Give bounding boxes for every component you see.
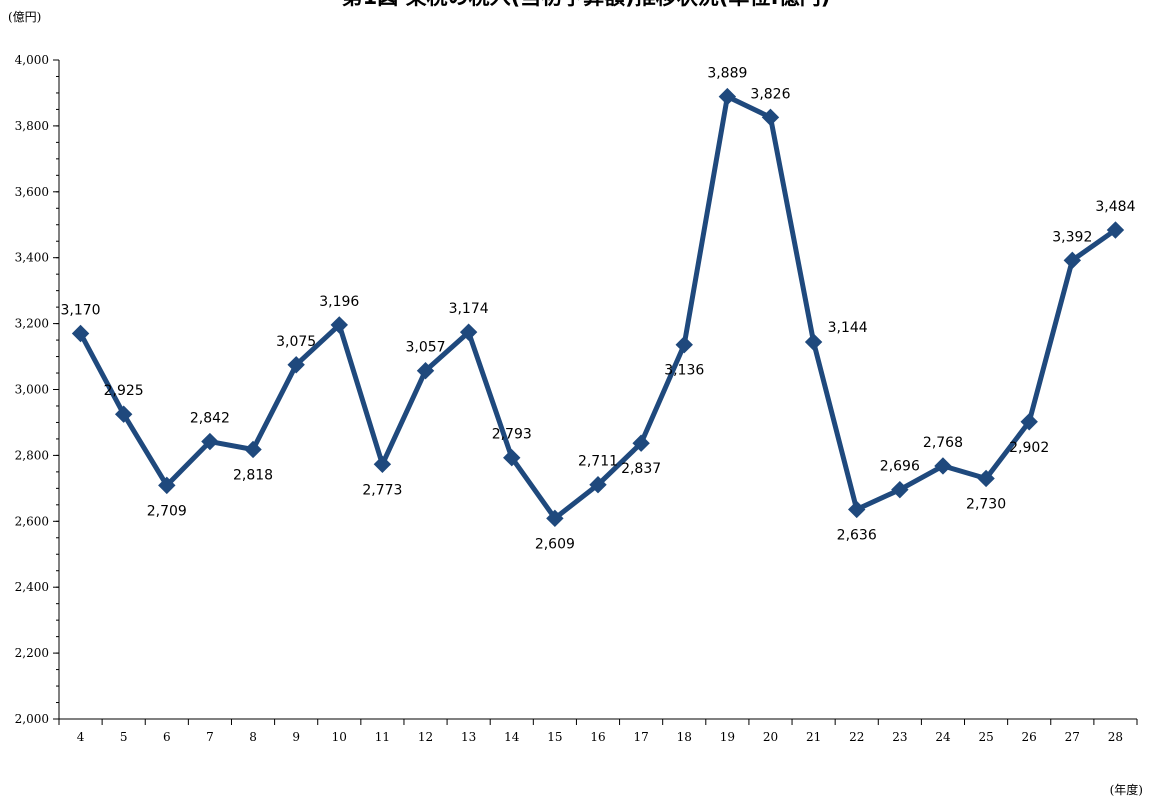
data-label: 3,392	[1052, 229, 1092, 245]
x-tick-label: 17	[633, 730, 648, 744]
data-point	[71, 324, 90, 343]
data-label: 2,837	[621, 461, 661, 477]
data-label: 3,196	[319, 294, 359, 310]
chart-title: 第1図 東税の税入(当初予算額)推移状況(単位:億円)	[342, 0, 831, 9]
data-label: 2,773	[362, 482, 402, 498]
x-tick-label: 23	[892, 730, 907, 744]
x-tick-label: 18	[677, 730, 692, 744]
x-tick-label: 24	[935, 730, 951, 744]
y-tick-label: 4,000	[15, 53, 49, 67]
data-label: 2,902	[1009, 440, 1049, 456]
y-tick-label: 3,800	[15, 119, 49, 133]
data-label: 3,136	[664, 363, 704, 379]
y-axis-ticks: 2,000 2,200 2,400 2,600 2,800 3,000 3,200 3,400…	[15, 53, 59, 726]
data-point	[158, 476, 176, 495]
data-label: 2,711	[578, 454, 618, 470]
x-tick-label: 27	[1065, 730, 1080, 744]
data-point	[330, 316, 348, 334]
data-point	[287, 356, 305, 374]
x-tick-label: 13	[461, 730, 476, 744]
x-tick-label: 28	[1108, 730, 1123, 744]
data-point	[459, 323, 478, 341]
data-labels: 3,170 2,925 2,709 2,842 2,818 3,075 3,196 2,773…	[61, 66, 1136, 553]
data-point	[1063, 251, 1082, 270]
y-tick-label: 2,600	[15, 514, 49, 528]
data-label: 3,170	[61, 302, 101, 318]
data-label: 3,826	[750, 86, 790, 102]
data-label: 3,484	[1095, 199, 1135, 215]
x-tick-label: 16	[590, 730, 605, 744]
data-point	[201, 432, 219, 451]
x-tick-label: 19	[720, 730, 735, 744]
x-tick-label: 8	[249, 730, 257, 744]
x-tick-label: 10	[332, 730, 347, 744]
x-axis-ticks: 4 5 6 7 8 9 10 11 12 13 14 15 16 17 18 19 20 21 22 23 24 25 26…	[58, 719, 1138, 744]
data-label: 2,842	[190, 411, 230, 427]
y-tick-label: 3,000	[15, 383, 49, 397]
data-point	[114, 405, 133, 423]
data-label: 3,174	[449, 301, 489, 317]
data-label: 2,709	[147, 503, 187, 519]
data-point	[546, 509, 564, 528]
x-tick-label: 7	[206, 730, 214, 744]
data-label: 3,889	[707, 66, 747, 82]
data-point	[1020, 413, 1038, 431]
x-tick-label: 6	[163, 730, 171, 744]
data-label: 2,696	[880, 459, 920, 475]
x-tick-label: 14	[504, 730, 520, 744]
data-point	[373, 455, 392, 474]
x-tick-label: 20	[763, 730, 778, 744]
x-tick-label: 25	[978, 730, 993, 744]
data-point	[848, 500, 866, 519]
data-label: 3,144	[828, 320, 868, 336]
data-point	[244, 440, 262, 459]
data-label: 3,057	[405, 340, 445, 356]
x-tick-label: 5	[120, 730, 128, 744]
data-point	[589, 476, 607, 494]
data-point	[416, 362, 435, 380]
data-point	[804, 333, 823, 351]
data-label: 2,818	[233, 467, 273, 483]
y-tick-label: 3,600	[15, 185, 49, 199]
data-label: 3,075	[276, 334, 316, 350]
x-tick-label: 21	[806, 730, 821, 744]
y-tick-label: 3,400	[15, 251, 49, 265]
y-tick-label: 2,000	[15, 712, 49, 726]
y-tick-label: 2,200	[15, 646, 49, 660]
data-point	[891, 480, 909, 499]
data-label: 2,609	[535, 536, 575, 552]
x-tick-label: 22	[849, 730, 864, 744]
data-point	[632, 434, 650, 452]
x-tick-label: 12	[418, 730, 433, 744]
axes	[58, 60, 1137, 720]
data-label: 2,636	[837, 527, 877, 543]
data-point	[761, 108, 780, 127]
x-axis-unit: (年度)	[1110, 782, 1143, 797]
x-tick-label: 9	[292, 730, 300, 744]
y-tick-label: 2,400	[15, 580, 49, 594]
data-label: 2,768	[923, 435, 963, 451]
data-label: 2,730	[966, 496, 1006, 512]
y-tick-label: 3,200	[15, 317, 49, 331]
data-point	[977, 469, 995, 488]
y-axis-unit: (億円)	[8, 10, 41, 24]
data-point	[718, 87, 737, 106]
data-markers	[71, 87, 1125, 528]
x-tick-label: 26	[1022, 730, 1037, 744]
y-tick-label: 2,800	[15, 448, 49, 462]
data-point	[503, 448, 521, 467]
data-point	[675, 335, 693, 354]
data-label: 2,793	[492, 427, 532, 443]
data-point	[934, 457, 952, 475]
x-tick-label: 15	[547, 730, 562, 744]
data-point	[1106, 221, 1125, 239]
x-tick-label: 11	[375, 730, 390, 744]
data-label: 2,925	[104, 383, 144, 399]
x-tick-label: 4	[77, 730, 85, 744]
